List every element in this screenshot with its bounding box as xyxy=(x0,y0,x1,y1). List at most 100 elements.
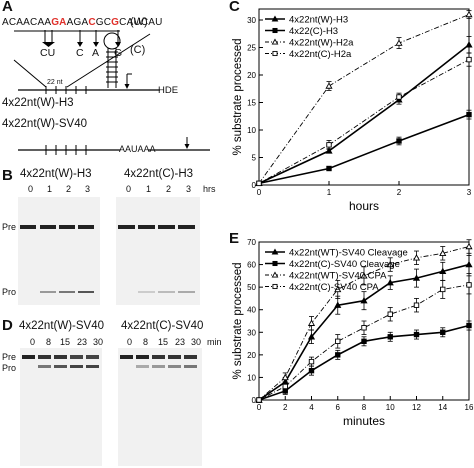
seq-part: C xyxy=(119,17,127,28)
x-tick-label: 12 xyxy=(412,403,421,412)
seq-part: A xyxy=(81,17,89,28)
data-point xyxy=(325,82,333,89)
data-point xyxy=(466,282,472,288)
x-tick-label: 2 xyxy=(283,403,288,412)
lane-label: 23 xyxy=(77,337,88,347)
data-point xyxy=(272,27,278,34)
legend-label: 4x22nt(WT)-SV40 Cleavage xyxy=(289,248,408,259)
data-point xyxy=(412,274,421,281)
gel-title-c-sv40: 4x22nt(C)-SV40 xyxy=(121,320,204,332)
y-tick-label: 40 xyxy=(247,306,256,315)
lane-label: 23 xyxy=(175,337,186,347)
data-point xyxy=(271,15,279,22)
y-tick-label: 20 xyxy=(247,351,256,360)
hde-label: HDE xyxy=(158,85,179,96)
lane-label: 30 xyxy=(93,337,104,347)
time-unit: min xyxy=(207,337,222,347)
construct-label-h3: 4x22nt(W)-H3 xyxy=(2,97,74,109)
data-point xyxy=(361,338,367,345)
data-point xyxy=(412,254,421,261)
data-point xyxy=(386,278,394,286)
panel-letter-d: D xyxy=(2,317,13,334)
lane-label: 0 xyxy=(28,184,34,194)
lane-label: 2 xyxy=(166,184,172,194)
nt-length-label: 22 nt xyxy=(47,79,63,86)
y-tick-label: 60 xyxy=(247,261,256,270)
legend-label: 4x22nt(W)-H2a xyxy=(289,38,354,49)
wild-type-label: (W) xyxy=(130,16,148,28)
lane-label: 8 xyxy=(143,337,149,347)
pro-band-label: Pro xyxy=(2,287,17,297)
x-tick-label: 8 xyxy=(362,403,367,412)
data-point xyxy=(256,397,262,403)
data-point xyxy=(361,325,367,331)
mutation-label: C xyxy=(76,47,84,59)
lane-label: 8 xyxy=(46,337,52,347)
stem-loop-icon xyxy=(103,32,121,88)
data-point xyxy=(466,56,472,63)
x-tick-label: 4 xyxy=(309,403,314,412)
lane-label: 2 xyxy=(66,184,72,194)
series xyxy=(256,275,472,403)
y-tick-label: 30 xyxy=(247,16,256,25)
data-point xyxy=(440,286,446,293)
y-tick-label: 0 xyxy=(252,396,257,405)
lane-label: 1 xyxy=(47,184,53,194)
seq-part: GA xyxy=(51,17,67,28)
data-point xyxy=(335,352,341,358)
series xyxy=(255,239,473,403)
x-tick-label: 3 xyxy=(467,188,472,197)
seq-part: ACAACAA xyxy=(2,17,52,28)
legend-label: 4x22nt(WT)-SV40 CPA xyxy=(289,271,387,282)
y-tick-label: 10 xyxy=(247,126,256,135)
seq-part: G xyxy=(95,17,104,28)
y-tick-label: 0 xyxy=(252,181,257,190)
pre-band-label: Pre xyxy=(2,352,17,362)
mutation-label: G xyxy=(114,47,123,59)
legend-label: 4x22nt(W)-H3 xyxy=(289,15,348,26)
y-tick-label: 5 xyxy=(252,154,257,163)
seq-part: AUCAU xyxy=(126,17,163,28)
gel-lane-labels-d: 0 8 15 23 30 0 8 15 23 30 min xyxy=(30,337,230,349)
legend: 4x22nt(W)-H34x22(C)-H34x22nt(W)-H2a4x22n… xyxy=(265,15,354,60)
y-tick-label: 50 xyxy=(247,283,256,292)
lane-label: 0 xyxy=(30,337,36,347)
data-point xyxy=(466,111,472,118)
lane-label: 0 xyxy=(126,184,132,194)
data-point xyxy=(465,41,473,48)
legend-label: 4x22nt(C)-SV40 CPA xyxy=(289,282,379,293)
seq-part: G xyxy=(111,17,120,28)
y-tick-label: 25 xyxy=(247,44,256,53)
lane-label: 3 xyxy=(186,184,192,194)
y-tick-label: 10 xyxy=(247,373,256,382)
lane-label: 0 xyxy=(127,337,133,347)
data-point xyxy=(413,331,420,338)
panel-letter-c: C xyxy=(229,0,240,15)
mutation-label: A xyxy=(92,47,100,59)
data-point xyxy=(271,271,279,278)
series xyxy=(256,109,472,187)
data-point xyxy=(326,142,332,148)
data-point xyxy=(256,180,262,187)
data-point xyxy=(335,338,341,345)
legend-label: 4x22(C)-H3 xyxy=(289,26,338,37)
x-tick-label: 1 xyxy=(327,188,332,197)
legend-label: 4x22nt(C)-SV40 Cleavage xyxy=(289,259,400,270)
construct-label-sv40: 4x22nt(W)-SV40 xyxy=(2,118,88,130)
plot-frame xyxy=(258,8,470,186)
complement-label: (C) xyxy=(130,44,146,56)
lane-label: 15 xyxy=(158,337,169,347)
gel-image-c-h3 xyxy=(116,197,200,305)
series-line xyxy=(258,14,470,184)
data-point xyxy=(272,283,278,290)
x-tick-label: 0 xyxy=(257,403,262,412)
x-tick-label: 16 xyxy=(465,403,474,412)
series-line xyxy=(258,284,470,401)
line-chart-c: 0 5 10 15 20 25 30 0 1 2 3 hours % substrate process… xyxy=(232,8,473,213)
data-point xyxy=(308,367,315,374)
y-axis-label: % substrate processed xyxy=(232,39,244,156)
y-tick-label: 20 xyxy=(247,71,256,80)
data-point xyxy=(325,147,333,154)
data-point xyxy=(465,242,473,250)
